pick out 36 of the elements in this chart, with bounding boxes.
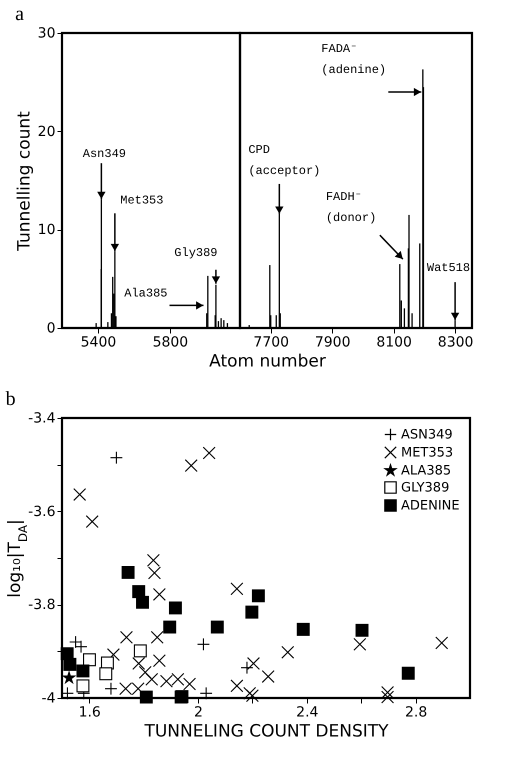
- chart-title: a: [15, 3, 24, 25]
- y-tick-label: -3.4: [28, 410, 56, 426]
- y-tick-label: 30: [38, 26, 56, 42]
- y-tick-label: -4: [42, 690, 56, 706]
- annotation: Ala385: [124, 286, 168, 300]
- x-tick-label: 5400: [80, 334, 116, 350]
- legend-label: MET353: [401, 446, 454, 460]
- x-tick-label: 8300: [438, 334, 474, 350]
- annotation: Asn349: [82, 147, 126, 162]
- chart-title: b: [6, 388, 16, 410]
- x-tick-label: 2.4: [296, 704, 319, 720]
- legend-label: ASN349: [401, 428, 453, 442]
- legend-label: ADENINE: [401, 498, 460, 514]
- annotation: FADH⁻ (donor): [326, 190, 376, 226]
- x-tick-label: 2.8: [404, 704, 428, 720]
- y-axis-title: Tunnelling count: [14, 110, 35, 252]
- x-axis-title: TUNNELING COUNT DENSITY: [143, 722, 390, 742]
- x-axis-title: Atom number: [209, 352, 326, 372]
- annotation: FADA⁻ (adenine): [321, 42, 386, 77]
- annotation: Met353: [120, 193, 164, 208]
- x-tick-label: 7900: [314, 334, 351, 350]
- y-tick-label: 20: [38, 124, 56, 140]
- x-tick-label: 2: [194, 704, 203, 720]
- y-tick-label: 10: [38, 222, 56, 238]
- annotation: Wat518: [426, 261, 470, 276]
- x-tick-label: 5800: [152, 334, 188, 350]
- annotation: CPD (acceptor): [248, 142, 320, 178]
- x-tick-label: 7700: [253, 334, 290, 350]
- y-tick-label: -3.8: [28, 597, 56, 614]
- y-tick-label: 0: [46, 320, 56, 336]
- y-tick-label: -3.6: [28, 504, 56, 520]
- legend-label: GLY389: [401, 480, 450, 496]
- legend-label: ALA385: [401, 464, 452, 478]
- x-tick-label: 1.6: [78, 704, 101, 720]
- x-tick-label: 8100: [376, 334, 412, 350]
- annotation: Gly389: [174, 246, 218, 260]
